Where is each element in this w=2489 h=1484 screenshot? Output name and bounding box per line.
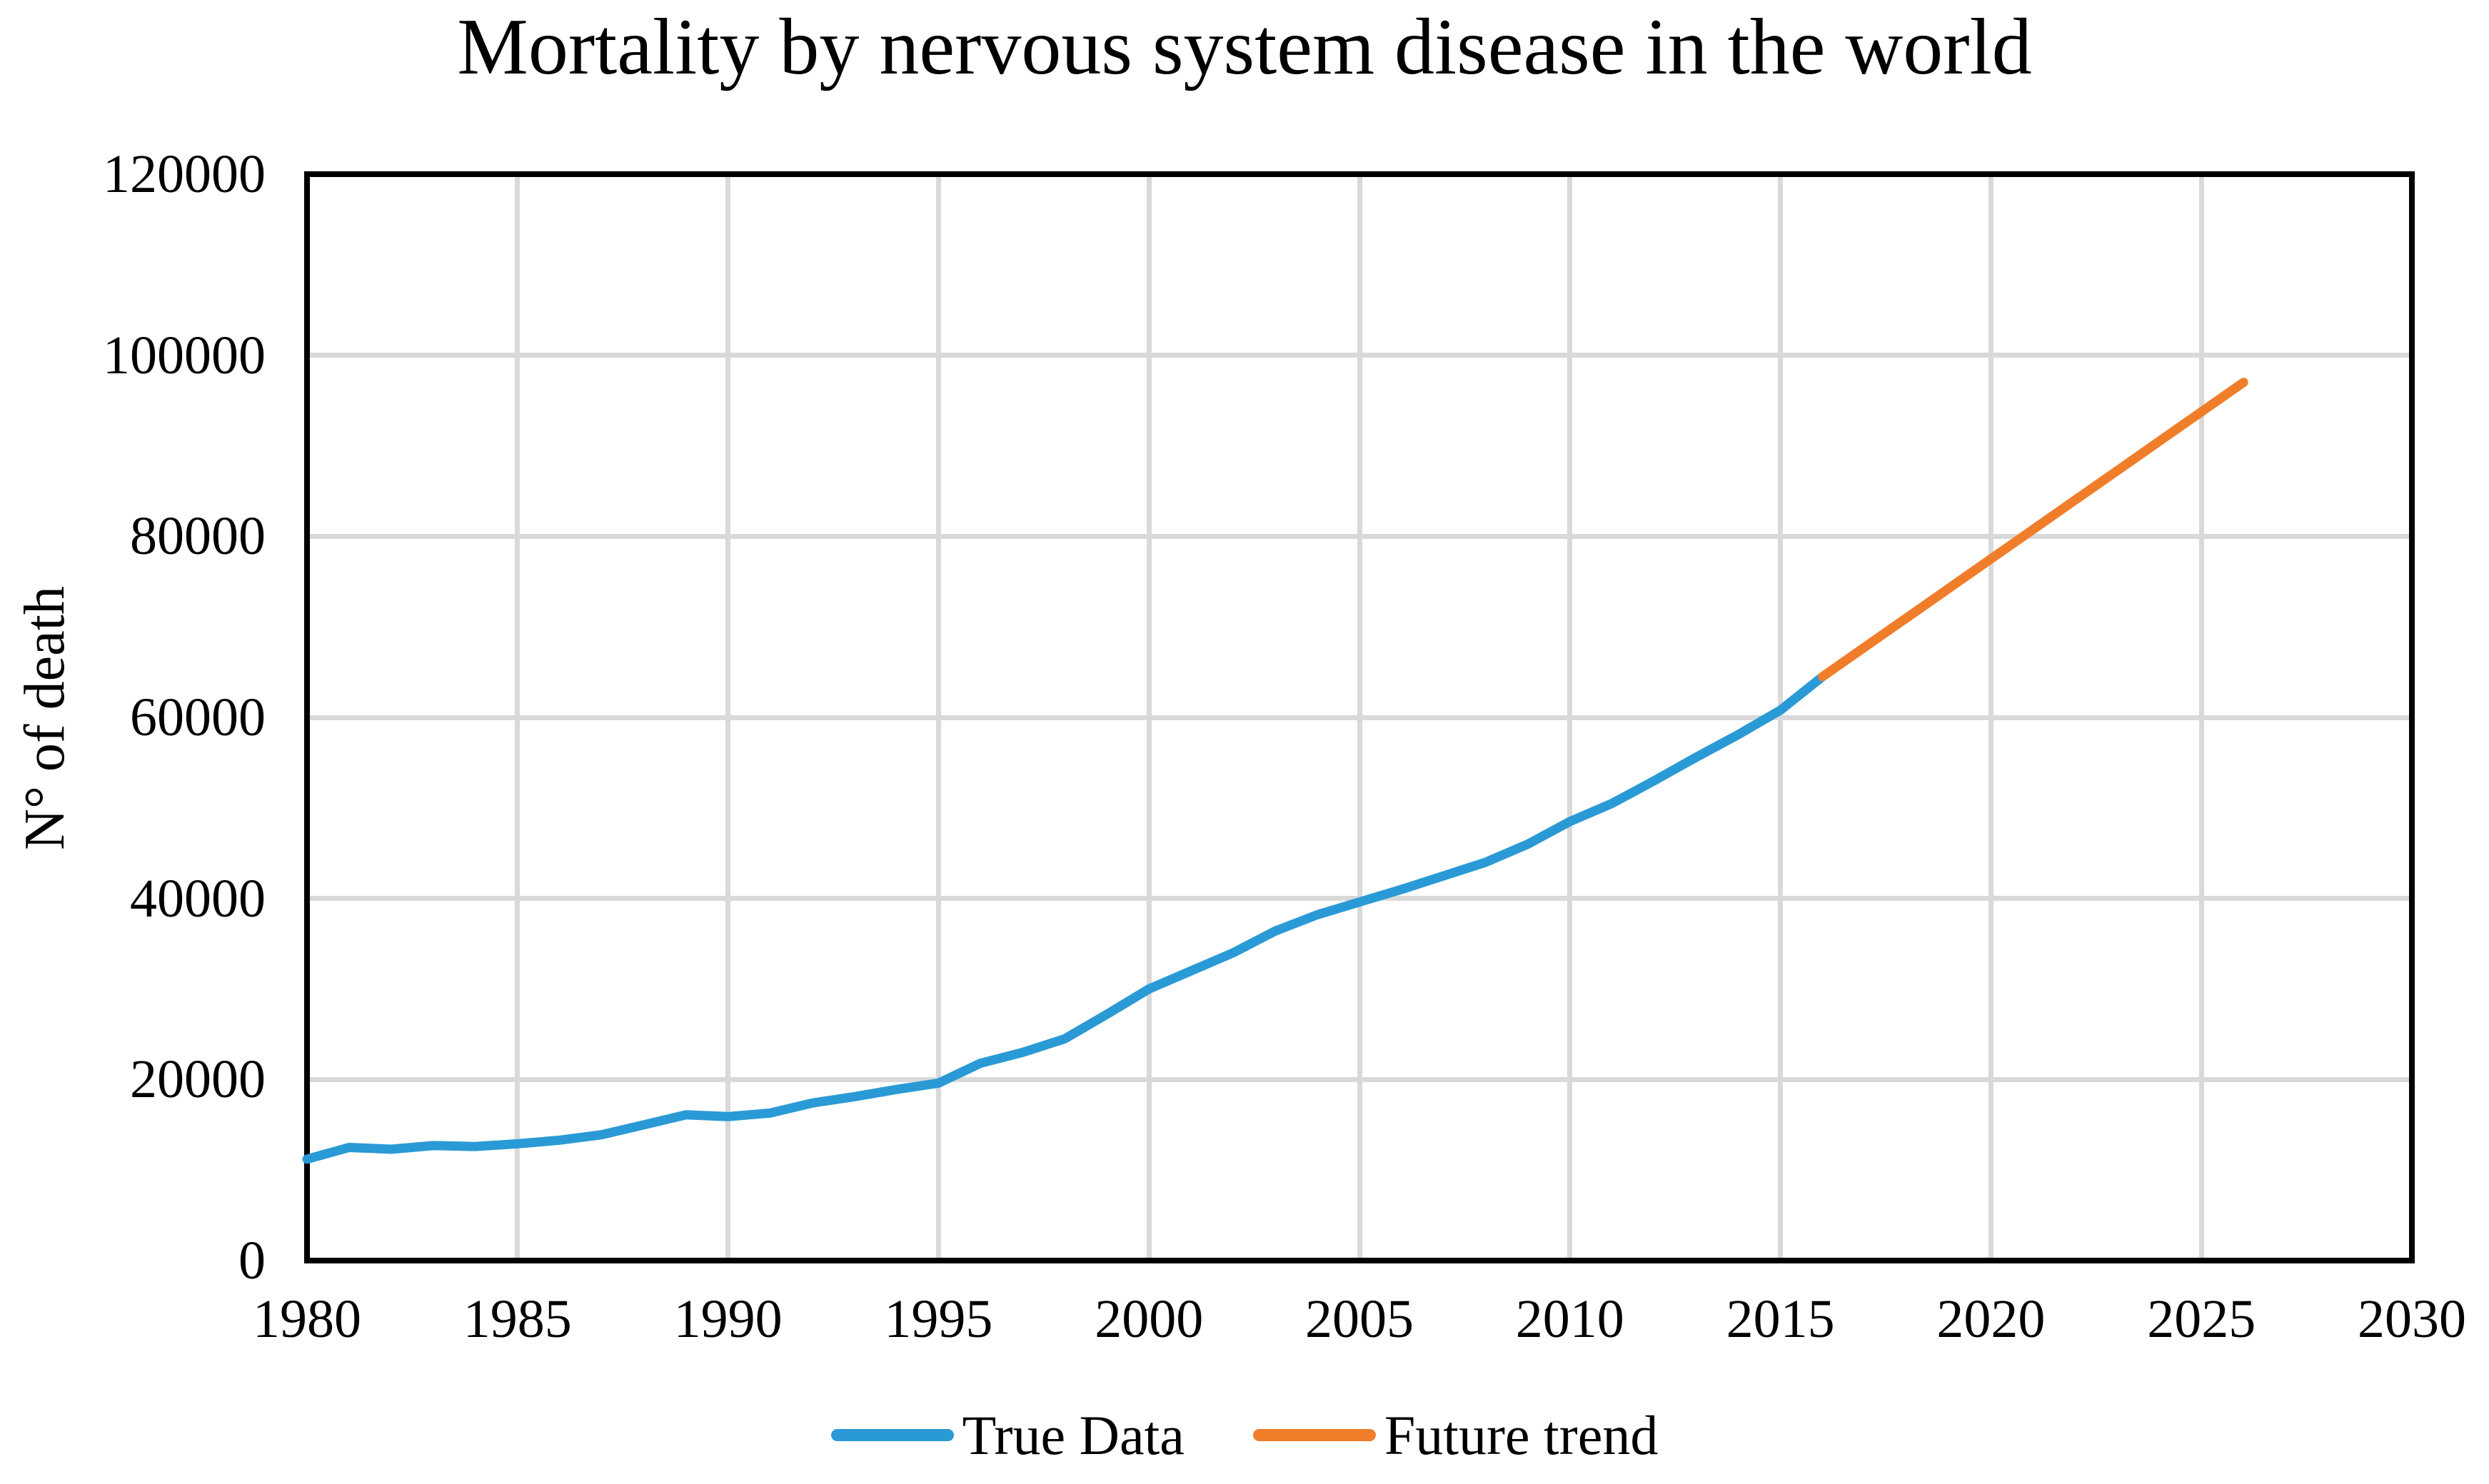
x-tick-label: 1980 [253, 1289, 361, 1349]
x-tick-label: 2015 [1726, 1289, 1835, 1349]
legend: True Data Future trend [0, 1405, 2489, 1466]
gridline-y-60000 [310, 715, 2409, 720]
series-line-future-trend [1818, 378, 2248, 682]
y-tick-label: 20000 [130, 1049, 266, 1110]
legend-item-future-trend: Future trend [1252, 1404, 1659, 1466]
y-tick-label: 60000 [130, 687, 266, 747]
series-line-true-data [302, 672, 1828, 1164]
x-tick-label: 1995 [884, 1289, 993, 1349]
y-tick-label: 40000 [130, 868, 266, 929]
x-tick-label: 2010 [1515, 1289, 1624, 1349]
legend-item-true-data: True Data [830, 1404, 1185, 1466]
x-tick-label: 2030 [2358, 1289, 2466, 1349]
plot-area-border [304, 171, 2415, 1263]
chart-title: Mortality by nervous system disease in t… [457, 3, 2032, 91]
legend-swatch [830, 1429, 954, 1442]
x-tick-label: 2020 [1936, 1289, 2046, 1349]
y-tick-label: 100000 [103, 325, 266, 385]
y-tick-label: 80000 [130, 506, 266, 567]
x-tick-label: 1990 [673, 1289, 783, 1349]
gridline-y-80000 [310, 533, 2409, 539]
y-tick-label: 0 [238, 1231, 266, 1291]
legend-swatch [1252, 1429, 1376, 1442]
x-tick-label: 1985 [463, 1289, 572, 1349]
gridline-y-20000 [310, 1076, 2409, 1082]
legend-label: Future trend [1384, 1404, 1659, 1466]
legend-label: True Data [962, 1404, 1185, 1466]
x-tick-label: 2025 [2147, 1289, 2256, 1349]
gridline-y-100000 [310, 353, 2409, 358]
x-tick-label: 2000 [1095, 1289, 1204, 1349]
x-tick-label: 2005 [1305, 1289, 1414, 1349]
y-tick-label: 120000 [103, 144, 266, 204]
